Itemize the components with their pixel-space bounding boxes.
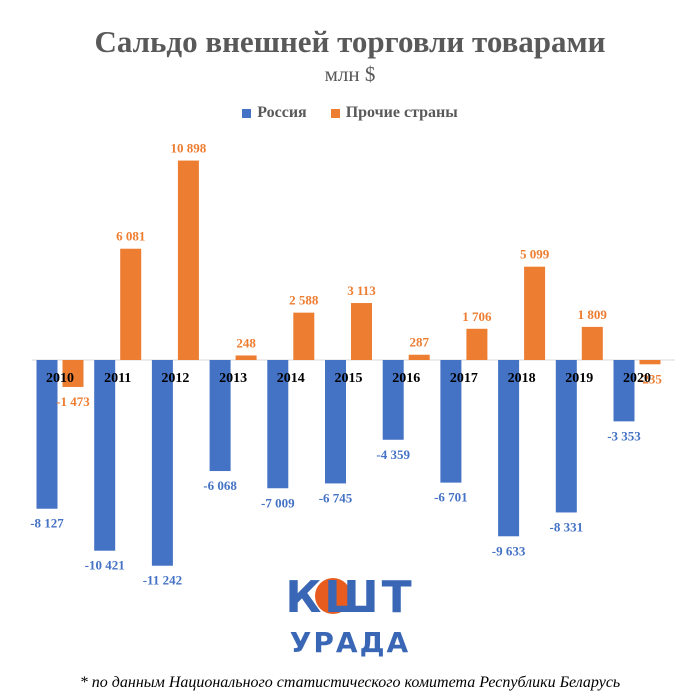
x-tick-label-2015: 2015 <box>335 371 363 386</box>
bar-russia-2014 <box>267 360 289 489</box>
data-label-other-2020: -235 <box>638 371 662 386</box>
bar-russia-2015 <box>325 360 346 484</box>
chart-subtitle: млн $ <box>324 62 376 86</box>
x-tick-label-2012: 2012 <box>161 371 189 386</box>
x-tick-label-2014: 2014 <box>277 371 305 386</box>
logo-ball-icon <box>315 578 351 614</box>
x-tick-label-2018: 2018 <box>508 371 536 386</box>
data-label-russia-2014: -7 009 <box>261 495 295 510</box>
legend-label-other: Прочие страны <box>345 104 458 121</box>
data-label-russia-2013: -6 068 <box>203 478 237 493</box>
bar-other-2012 <box>177 160 199 360</box>
bar-other-2018 <box>524 266 546 360</box>
bar-other-2017 <box>466 328 488 360</box>
data-label-russia-2012: -11 242 <box>143 573 182 588</box>
legend-item-russia: Россия <box>242 104 307 122</box>
data-label-russia-2015: -6 745 <box>319 490 353 505</box>
kosht-urada-logo: КШТ УРАДА <box>262 572 438 666</box>
bar-russia-2013 <box>209 360 231 472</box>
bar-other-2010 <box>62 360 84 387</box>
logo-main-text: КШТ <box>285 572 415 623</box>
data-label-other-2011: 6 081 <box>116 229 145 244</box>
bar-other-2019 <box>581 326 603 360</box>
data-label-other-2012: 10 898 <box>171 141 207 156</box>
data-label-russia-2019: -8 331 <box>550 519 584 534</box>
chart-legend: Россия Прочие страны <box>0 104 700 122</box>
x-tick-label-2013: 2013 <box>219 371 247 386</box>
bar-other-2011 <box>120 248 142 360</box>
data-label-other-2015: 3 113 <box>347 283 376 298</box>
logo-sub-text: УРАДА <box>289 626 411 659</box>
bar-russia-2016 <box>382 360 404 440</box>
x-tick-label-2011: 2011 <box>104 371 131 386</box>
bar-russia-2012 <box>151 360 173 566</box>
x-tick-label-2019: 2019 <box>565 371 593 386</box>
x-tick-label-2020: 2020 <box>623 371 651 386</box>
data-label-russia-2010: -8 127 <box>30 516 64 531</box>
bar-other-2013 <box>235 355 257 360</box>
bar-other-2015 <box>351 303 372 360</box>
bar-russia-2017 <box>440 360 462 483</box>
bar-russia-2019 <box>555 360 577 513</box>
data-label-russia-2018: -9 633 <box>492 543 526 558</box>
bar-chart: -8 127 -10 421 -11 242 -6 068 -7 009 -6 745 -4… <box>30 141 675 588</box>
data-label-other-2014: 2 588 <box>289 293 319 308</box>
data-label-russia-2016: -4 359 <box>376 447 410 462</box>
data-label-other-2013: 248 <box>236 335 256 350</box>
bar-russia-2010 <box>36 360 58 509</box>
bar-other-2014 <box>293 312 315 360</box>
legend-swatch-russia <box>242 108 252 118</box>
bar-russia-2018 <box>498 360 520 537</box>
legend-label-russia: Россия <box>257 104 307 121</box>
data-label-other-2019: 1 809 <box>578 307 608 322</box>
x-tick-label-2017: 2017 <box>450 371 478 386</box>
x-tick-label-2016: 2016 <box>392 371 420 386</box>
bar-other-2020 <box>639 360 661 365</box>
data-label-russia-2020: -3 353 <box>607 428 641 443</box>
legend-item-other: Прочие страны <box>330 104 458 122</box>
legend-swatch-other <box>330 108 340 118</box>
x-tick-label-2010: 2010 <box>46 371 74 386</box>
data-label-other-2010: -1 473 <box>56 394 90 409</box>
data-label-russia-2011: -10 421 <box>85 558 125 573</box>
bar-other-2016 <box>408 354 430 360</box>
data-label-russia-2017: -6 701 <box>434 490 468 505</box>
bar-russia-2020 <box>613 360 635 422</box>
chart-title: Сальдо внешней торговли товарами <box>94 24 606 59</box>
data-label-other-2016: 287 <box>409 335 429 350</box>
footnote: * по данным Национального статистическог… <box>79 674 621 691</box>
bar-russia-2011 <box>94 360 116 551</box>
data-label-other-2018: 5 099 <box>520 247 550 262</box>
data-label-other-2017: 1 706 <box>462 309 492 324</box>
